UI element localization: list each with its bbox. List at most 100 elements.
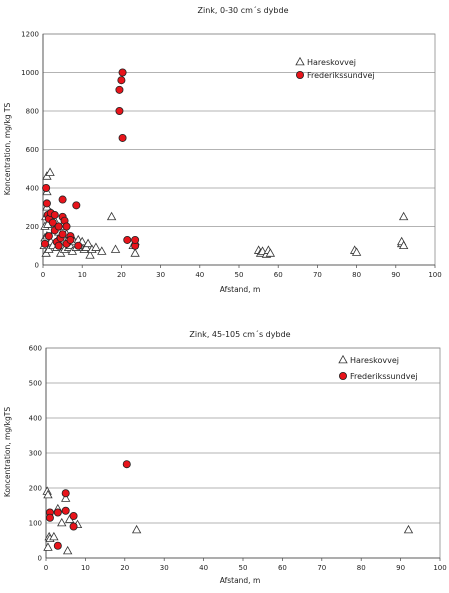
chart-1-x-tick-label: 20 xyxy=(117,271,126,279)
chart-1-point-frederikssundvej xyxy=(117,76,126,85)
chart-2-y-tick-label: 100 xyxy=(29,520,42,528)
chart-2-x-tick-label: 70 xyxy=(317,564,326,572)
chart-2-point-hareskovvej xyxy=(62,545,73,555)
chart-1-point-frederikssundvej xyxy=(118,68,127,77)
chart-2-legend-label-frederikssundvej: Frederikssundvej xyxy=(350,372,418,381)
chart-2-point-frederikssundvej xyxy=(53,508,62,517)
chart-1-point-frederikssundvej xyxy=(58,195,67,204)
chart-1-legend-marker-hareskovvej xyxy=(295,56,305,66)
chart-1-y-tick-label: 400 xyxy=(26,185,39,193)
chart-1-point-hareskovvej xyxy=(45,167,55,176)
chart-2-x-tick-label: 20 xyxy=(120,564,129,572)
chart-1-ylabel: Koncentration, mg/kg TS xyxy=(3,102,12,195)
chart-1-legend-label-hareskovvej: Hareskovvej xyxy=(307,58,356,67)
chart-2-point-frederikssundvej xyxy=(122,460,131,469)
chart-1-point-frederikssundvej xyxy=(131,235,140,244)
chart-1-legend-label-frederikssundvej: Frederikssundvej xyxy=(307,71,375,80)
chart-2-point-hareskovvej xyxy=(49,531,59,541)
chart-2-x-tick-label: 90 xyxy=(396,564,405,572)
chart-2-point-hareskovvej xyxy=(57,517,67,527)
chart-2-legend-marker-hareskovvej xyxy=(338,354,348,364)
chart-1-point-frederikssundvej xyxy=(50,210,59,219)
chart-1-y-tick-label: 800 xyxy=(26,108,39,116)
chart-2-x-tick-label: 80 xyxy=(357,564,366,572)
chart-1-point-frederikssundvej xyxy=(44,232,53,241)
chart-1-point-frederikssundvej xyxy=(115,107,124,116)
chart-2-point-hareskovvej xyxy=(131,524,142,534)
chart-2-point-hareskovvej xyxy=(43,542,53,551)
chart-1-point-hareskovvej xyxy=(97,246,107,255)
chart-2-ylabel: Koncentration, mg/kgTS xyxy=(3,407,12,497)
chart-1-point-hareskovvej xyxy=(398,211,409,221)
chart-1: Zink, 0-30 cm´s dybde Afstand, m Koncent… xyxy=(3,5,442,294)
chart-2-point-frederikssundvej xyxy=(53,541,62,550)
chart-1-point-frederikssundvej xyxy=(118,133,127,142)
chart-2-point-frederikssundvej xyxy=(61,489,70,498)
chart-2-x-tick-label: 30 xyxy=(160,564,169,572)
chart-2-y-tick-label: 300 xyxy=(29,450,42,458)
chart-2-point-frederikssundvej xyxy=(69,522,78,531)
chart-1-y-tick-label: 1200 xyxy=(21,31,39,39)
chart-1-title: Zink, 0-30 cm´s dybde xyxy=(198,5,289,15)
chart-2-x-tick-label: 100 xyxy=(433,564,446,572)
chart-2-title: Zink, 45-105 cm´s dybde xyxy=(189,329,290,339)
chart-1-point-frederikssundvej xyxy=(115,85,124,94)
chart-2: Zink, 45-105 cm´s dybde Afstand, m Konce… xyxy=(3,329,447,585)
chart-1-point-frederikssundvej xyxy=(123,235,132,244)
chart-1-point-hareskovvej xyxy=(85,250,95,259)
chart-1-point-frederikssundvej xyxy=(54,241,63,250)
chart-1-point-hareskovvej xyxy=(130,248,140,257)
chart-1-xlabel: Afstand, m xyxy=(220,285,261,294)
chart-2-x-tick-label: 0 xyxy=(44,564,48,572)
chart-1-point-hareskovvej xyxy=(83,238,93,248)
chart-1-x-tick-label: 90 xyxy=(391,271,400,279)
chart-2-x-tick-label: 10 xyxy=(81,564,90,572)
chart-2-point-hareskovvej xyxy=(403,524,414,534)
chart-2-legend-marker-frederikssundvej xyxy=(338,371,347,380)
chart-2-y-tick-label: 500 xyxy=(29,380,42,388)
chart-1-y-tick-label: 0 xyxy=(35,262,39,270)
chart-1-y-tick-label: 200 xyxy=(26,223,39,231)
chart-2-y-tick-label: 200 xyxy=(29,485,42,493)
chart-1-x-tick-label: 0 xyxy=(41,271,45,279)
chart-1-point-hareskovvej xyxy=(91,242,101,251)
chart-1-point-hareskovvej xyxy=(110,244,121,253)
chart-1-point-frederikssundvej xyxy=(42,199,51,208)
chart-2-point-frederikssundvej xyxy=(61,506,70,515)
chart-1-point-frederikssundvej xyxy=(40,239,49,248)
chart-1-point-hareskovvej xyxy=(106,211,117,221)
chart-1-x-tick-label: 60 xyxy=(274,271,283,279)
chart-1-point-frederikssundvej xyxy=(62,222,71,231)
chart-2-x-tick-label: 50 xyxy=(239,564,248,572)
chart-1-y-tick-label: 600 xyxy=(26,146,39,154)
chart-1-point-frederikssundvej xyxy=(58,230,67,239)
chart-1-x-tick-label: 40 xyxy=(195,271,204,279)
chart-1-x-tick-label: 70 xyxy=(313,271,322,279)
chart-1-point-hareskovvej xyxy=(265,248,276,257)
chart-2-y-tick-label: 600 xyxy=(29,345,42,353)
chart-1-point-hareskovvej xyxy=(398,240,409,250)
chart-1-point-hareskovvej xyxy=(351,247,362,256)
chart-1-x-tick-label: 10 xyxy=(78,271,87,279)
chart-1-y-tick-label: 1000 xyxy=(21,69,39,77)
chart-1-point-frederikssundvej xyxy=(66,235,75,244)
chart-2-legend-label-hareskovvej: Hareskovvej xyxy=(350,356,399,365)
chart-2-point-frederikssundvej xyxy=(45,513,54,522)
chart-2-x-tick-label: 40 xyxy=(199,564,208,572)
chart-2-point-hareskovvej xyxy=(61,493,71,502)
chart-1-x-tick-label: 100 xyxy=(428,271,441,279)
chart-2-y-tick-label: 0 xyxy=(38,555,42,563)
chart-1-x-tick-label: 50 xyxy=(235,271,244,279)
chart-1-x-tick-label: 80 xyxy=(352,271,361,279)
chart-2-x-tick-label: 60 xyxy=(278,564,287,572)
chart-1-point-frederikssundvej xyxy=(72,201,81,210)
chart-1-x-tick-label: 30 xyxy=(156,271,165,279)
chart-2-xlabel: Afstand, m xyxy=(220,576,261,585)
chart-1-point-frederikssundvej xyxy=(42,183,51,192)
chart-2-point-frederikssundvej xyxy=(69,512,78,521)
chart-2-y-tick-label: 400 xyxy=(29,415,42,423)
chart-1-point-frederikssundvej xyxy=(74,241,83,250)
chart-1-legend-marker-frederikssundvej xyxy=(295,71,304,80)
chart-1-point-frederikssundvej xyxy=(54,222,63,231)
